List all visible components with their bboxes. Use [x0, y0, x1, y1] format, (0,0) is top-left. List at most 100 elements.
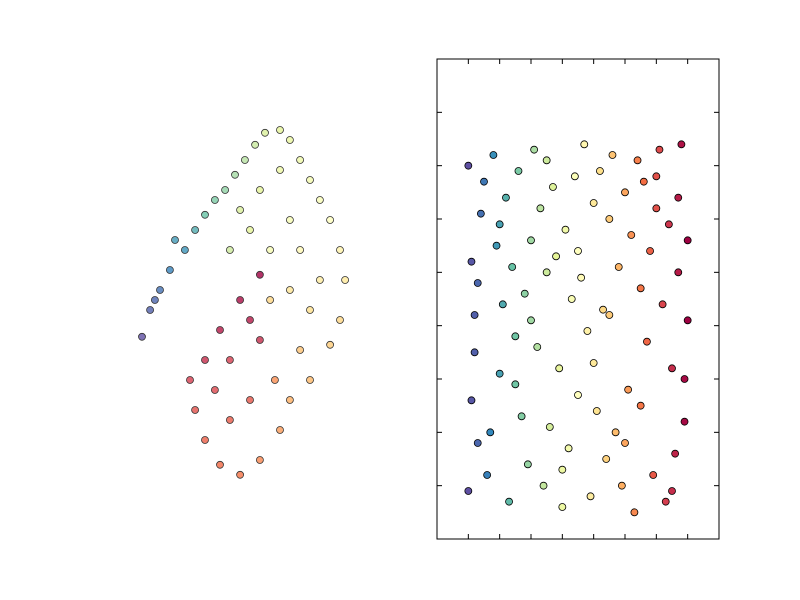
point — [502, 193, 510, 202]
point — [246, 396, 254, 404]
point — [539, 481, 548, 490]
point — [467, 257, 476, 266]
point — [508, 263, 517, 271]
point — [315, 276, 324, 284]
point — [652, 204, 661, 213]
point — [326, 216, 335, 224]
point — [592, 407, 601, 415]
point — [180, 246, 189, 254]
point — [336, 316, 344, 324]
point — [483, 471, 492, 479]
point — [138, 332, 146, 341]
point — [517, 412, 526, 421]
point — [567, 295, 576, 303]
point — [655, 145, 664, 154]
point — [596, 167, 604, 175]
point — [674, 268, 683, 277]
point — [336, 246, 344, 254]
point — [285, 396, 294, 404]
point — [470, 348, 479, 357]
axes-frame — [436, 58, 720, 540]
point — [296, 246, 305, 254]
point — [315, 196, 324, 204]
point — [255, 270, 264, 279]
point — [621, 188, 629, 197]
point — [276, 166, 284, 174]
point — [664, 220, 673, 229]
point — [599, 305, 607, 314]
point — [589, 359, 598, 367]
point — [473, 279, 482, 287]
point — [523, 460, 532, 469]
point — [520, 289, 529, 298]
point — [231, 170, 239, 179]
point — [492, 241, 501, 250]
point — [511, 332, 520, 341]
point — [552, 252, 560, 261]
point — [505, 497, 513, 506]
point — [577, 273, 586, 282]
point — [276, 426, 284, 434]
point — [611, 428, 620, 437]
point — [495, 369, 504, 378]
point — [476, 209, 485, 218]
point — [633, 156, 642, 165]
point — [549, 183, 557, 191]
point — [467, 396, 476, 405]
point — [255, 186, 264, 194]
point — [201, 210, 209, 219]
point — [671, 449, 680, 458]
point — [225, 356, 234, 364]
point — [191, 406, 200, 414]
point — [221, 186, 230, 194]
point — [639, 177, 648, 186]
point — [326, 340, 335, 349]
point — [210, 386, 219, 394]
point — [191, 226, 200, 234]
point — [511, 380, 520, 389]
point — [470, 311, 479, 319]
point — [251, 140, 260, 149]
point — [201, 436, 209, 444]
point — [580, 140, 589, 149]
point — [276, 126, 284, 134]
point — [636, 401, 645, 410]
point — [677, 140, 686, 149]
point — [255, 336, 264, 344]
point — [558, 465, 567, 474]
point — [236, 296, 245, 304]
point — [270, 376, 279, 384]
point — [225, 246, 234, 254]
point — [589, 199, 598, 207]
point — [296, 156, 305, 164]
point — [643, 337, 651, 346]
point — [646, 247, 654, 255]
point — [285, 216, 294, 224]
point — [306, 306, 314, 314]
point — [495, 220, 504, 229]
point — [586, 492, 595, 501]
point — [558, 503, 567, 511]
point — [296, 346, 305, 354]
point — [165, 266, 174, 274]
point — [614, 263, 623, 271]
point — [210, 196, 219, 204]
point — [306, 376, 314, 384]
point — [661, 497, 670, 506]
point — [649, 471, 658, 479]
point — [536, 204, 545, 213]
point — [570, 172, 579, 181]
point — [617, 481, 626, 490]
point — [680, 417, 689, 426]
point — [668, 364, 676, 373]
point — [236, 206, 245, 214]
point — [621, 439, 629, 447]
point — [583, 327, 592, 335]
point — [608, 151, 617, 159]
point — [630, 508, 639, 517]
point — [489, 151, 498, 159]
point — [240, 156, 249, 164]
point — [225, 416, 234, 424]
